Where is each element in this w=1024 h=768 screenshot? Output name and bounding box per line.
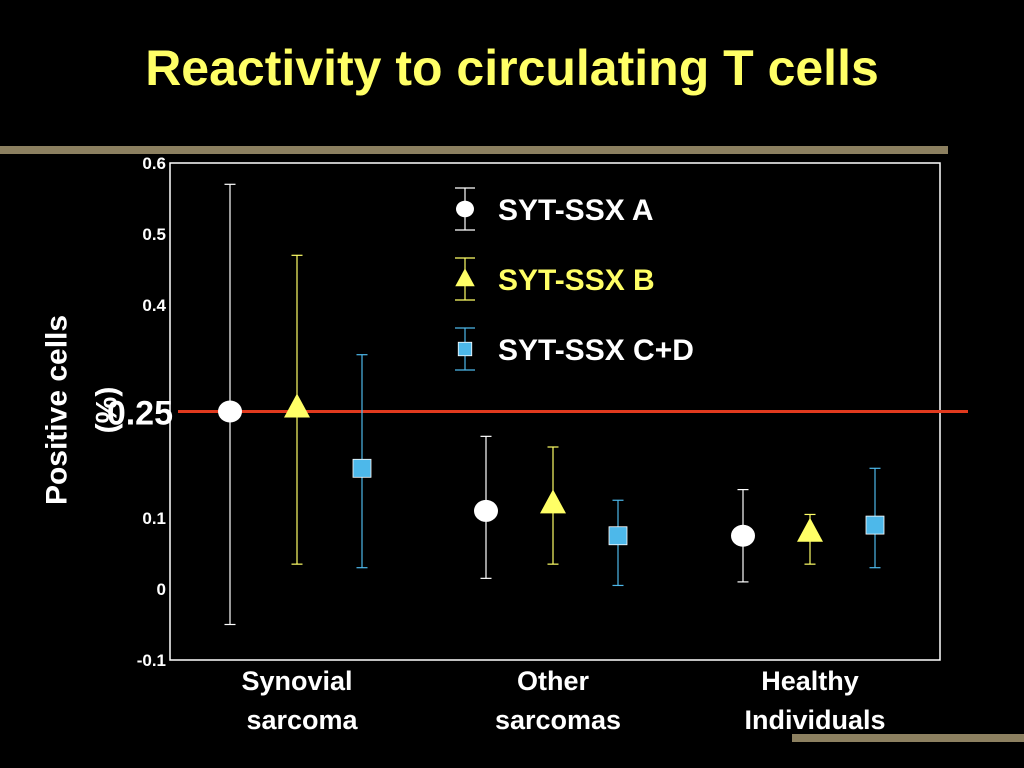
y-tick-label: 0.4 xyxy=(142,296,166,315)
top-accent-bar xyxy=(0,146,948,154)
legend-marker-square xyxy=(457,341,473,357)
data-point-circle xyxy=(218,400,242,423)
legend-label: SYT-SSX A xyxy=(498,194,654,227)
y-tick-label: -0.1 xyxy=(137,651,166,670)
category-label: Individuals xyxy=(744,705,885,735)
data-point-triangle xyxy=(540,489,566,514)
y-axis-label: (%) xyxy=(91,387,124,434)
data-point-triangle xyxy=(284,393,310,418)
data-point-square xyxy=(865,515,885,535)
category-label: Healthy xyxy=(761,666,859,696)
category-label: Synovial xyxy=(241,666,352,696)
y-tick-label: 0.6 xyxy=(142,154,166,173)
legend-marker-circle xyxy=(456,200,474,218)
data-point-circle xyxy=(731,524,755,547)
y-tick-label: 0 xyxy=(157,580,166,599)
bottom-accent-bar xyxy=(792,734,1024,742)
category-label: sarcoma xyxy=(246,705,358,735)
data-point-circle xyxy=(474,499,498,522)
data-point-square xyxy=(608,526,628,546)
data-point-square xyxy=(352,458,372,478)
data-point-triangle xyxy=(797,517,823,542)
legend-label: SYT-SSX B xyxy=(498,264,655,297)
category-label: Other xyxy=(517,666,590,696)
reference-line-label: 0.25 xyxy=(107,395,173,433)
y-tick-label: 0.5 xyxy=(142,225,166,244)
category-label: sarcomas xyxy=(495,705,621,735)
slide-title: Reactivity to circulating T cells xyxy=(145,40,879,96)
legend-label: SYT-SSX C+D xyxy=(498,334,694,367)
y-tick-label: 0.1 xyxy=(142,509,166,528)
y-axis-label: Positive cells xyxy=(41,315,74,505)
legend-marker-triangle xyxy=(455,268,475,287)
